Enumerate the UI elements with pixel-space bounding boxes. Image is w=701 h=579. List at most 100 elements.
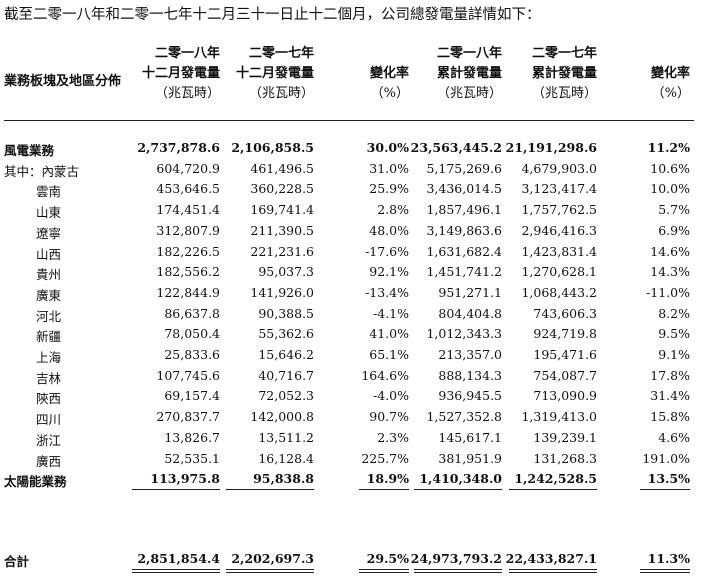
cell-value: 1,451,741.2 xyxy=(426,264,502,280)
total-double-rule xyxy=(359,572,409,573)
subtotal-rule xyxy=(414,489,502,491)
header-col-1: 二零一八年 十二月發電量 （兆瓦時） xyxy=(120,44,220,104)
cell-value: 1,631,682.4 xyxy=(426,243,502,259)
total-double-rule xyxy=(640,569,690,570)
cell-value: 169,741.4 xyxy=(250,202,314,218)
table-row: 遼寧 312,807.9 211,390.5 48.0% 3,149,863.6 2,94… xyxy=(0,223,701,242)
cell-value: 924,719.8 xyxy=(533,326,597,342)
table-row: 山西 182,226.5 221,231.6 -17.6% 1,631,682.4 1,4… xyxy=(0,244,701,263)
cell-value: 604,720.9 xyxy=(156,160,220,176)
table-row: 吉林 107,745.6 40,716.7 164.6% 888,134.3 754,08… xyxy=(0,368,701,387)
total-double-rule xyxy=(414,569,502,570)
cell-value: 5.7% xyxy=(658,202,690,218)
cell-value: 40,716.7 xyxy=(258,367,314,383)
cell-value: 191.0% xyxy=(642,450,690,466)
cell-value: 15,646.2 xyxy=(258,347,314,362)
cell-value: 1,068,443.2 xyxy=(521,284,597,300)
cell-value: 92.1% xyxy=(369,264,409,280)
cell-value: 164.6% xyxy=(361,367,409,383)
cell-value: -11.0% xyxy=(646,284,690,300)
header-unit: （兆瓦時） xyxy=(531,86,597,101)
total-double-rule xyxy=(640,572,690,573)
subtotal-rule xyxy=(509,489,597,491)
table-row: 廣東 122,844.9 141,926.0 -13.4% 951,271.1 1,068… xyxy=(0,285,701,304)
table-row: 貴州 182,556.2 95,037.3 92.1% 1,451,741.2 1,270… xyxy=(0,264,701,283)
row-label: 浙江 xyxy=(36,432,62,448)
header-col-2: 二零一七年十二月發電量 （兆瓦時） xyxy=(219,44,314,104)
cell-value: 10.0% xyxy=(650,181,690,197)
cell-value: 95,037.3 xyxy=(258,264,314,280)
cell-value: 13,511.2 xyxy=(258,429,314,445)
cell-value: 888,134.3 xyxy=(438,367,502,383)
cell-value: 18.9% xyxy=(366,471,409,487)
cell-value: 360,228.5 xyxy=(250,181,314,197)
cell-value: 31.0% xyxy=(369,160,409,176)
header-line1 xyxy=(600,44,690,64)
total-double-rule xyxy=(414,572,502,573)
header-line2: 十二月發電量 xyxy=(235,66,314,81)
header-unit: （兆瓦時） xyxy=(154,86,220,101)
header-line2: 變化率 xyxy=(650,66,690,81)
total-double-rule xyxy=(509,572,597,573)
cell-value: 5,175,269.6 xyxy=(426,160,502,176)
table-row: 風電業務 2,737,878.6 2,106,858.5 30.0% 23,563,44… xyxy=(0,140,701,159)
row-label: 四川 xyxy=(36,412,62,428)
cell-value: 15.8% xyxy=(650,409,690,425)
cell-value: 4,679,903.0 xyxy=(521,160,597,176)
cell-value: 9.1% xyxy=(658,347,690,362)
row-label: 風電業務 xyxy=(4,143,55,158)
cell-value: 1,012,343.3 xyxy=(426,326,502,342)
cell-value: 13.5% xyxy=(647,471,690,487)
cell-value: 78,050.4 xyxy=(164,326,220,342)
row-label: 吉林 xyxy=(36,370,62,386)
cell-value: 3,149,863.6 xyxy=(426,222,502,238)
cell-value: 29.5% xyxy=(366,551,409,566)
header-unit: （%） xyxy=(370,86,409,101)
row-label: 河北 xyxy=(36,308,62,324)
cell-value: 21,191,298.6 xyxy=(505,140,597,155)
header-unit: （兆瓦時） xyxy=(248,86,314,101)
cell-value: 90,388.5 xyxy=(258,305,314,321)
intro-text: 截至二零一八年和二零一七年十二月三十一日止十二個月，公司總發電量詳情如下： xyxy=(4,7,541,23)
cell-value: 195,471.6 xyxy=(533,347,597,362)
total-double-rule xyxy=(132,569,220,570)
row-label: 合計 xyxy=(4,554,30,569)
row-label: 上海 xyxy=(36,350,62,365)
header-line1: 二零一七年 xyxy=(248,46,314,61)
total-double-rule xyxy=(226,569,314,570)
row-label: 遼寧 xyxy=(36,225,62,241)
header-line2: 累計發電量 xyxy=(531,66,597,81)
table-row: 新疆 78,050.4 55,362.6 41.0% 1,012,343.3 924,71… xyxy=(0,326,701,345)
cell-value: 1,527,352.8 xyxy=(426,409,502,425)
row-label: 廣東 xyxy=(36,287,62,303)
cell-value: 41.0% xyxy=(369,326,409,342)
cell-value: 713,090.9 xyxy=(533,388,597,404)
total-double-rule xyxy=(509,569,597,570)
cell-value: 95,838.8 xyxy=(253,471,314,487)
cell-value: 221,231.6 xyxy=(250,243,314,259)
cell-value: -17.6% xyxy=(365,243,409,259)
row-label: 廣西 xyxy=(36,453,62,469)
row-label: 山西 xyxy=(36,246,62,262)
cell-value: 14.6% xyxy=(650,243,690,259)
cell-value: 90.7% xyxy=(369,409,409,425)
cell-value: 14.3% xyxy=(650,264,690,280)
cell-value: 65.1% xyxy=(369,347,409,362)
cell-value: 453,646.5 xyxy=(156,181,220,197)
cell-value: 139,239.1 xyxy=(533,429,597,445)
cell-value: 2,946,416.3 xyxy=(521,222,597,238)
cell-value: 31.4% xyxy=(650,388,690,404)
cell-value: 22,433,827.1 xyxy=(505,551,597,566)
cell-value: 182,226.5 xyxy=(156,243,220,259)
row-label: 新疆 xyxy=(36,329,62,345)
total-double-rule xyxy=(132,572,220,573)
cell-value: 1,757,762.5 xyxy=(521,202,597,218)
row-label: 山東 xyxy=(36,205,62,221)
table-row: 雲南 453,646.5 360,228.5 25.9% 3,436,014.5 3,12… xyxy=(0,181,701,200)
cell-value: 174,451.4 xyxy=(156,202,220,218)
cell-value: 25,833.6 xyxy=(164,347,220,362)
header-line1: 二零一八年 xyxy=(436,46,502,61)
cell-value: 23,563,445.2 xyxy=(410,140,502,155)
header-col-5: 二零一七年 累計發電量 （兆瓦時） xyxy=(502,44,597,104)
table-row: 上海 25,833.6 15,646.2 65.1% 213,357.0 195,471.… xyxy=(0,347,701,366)
